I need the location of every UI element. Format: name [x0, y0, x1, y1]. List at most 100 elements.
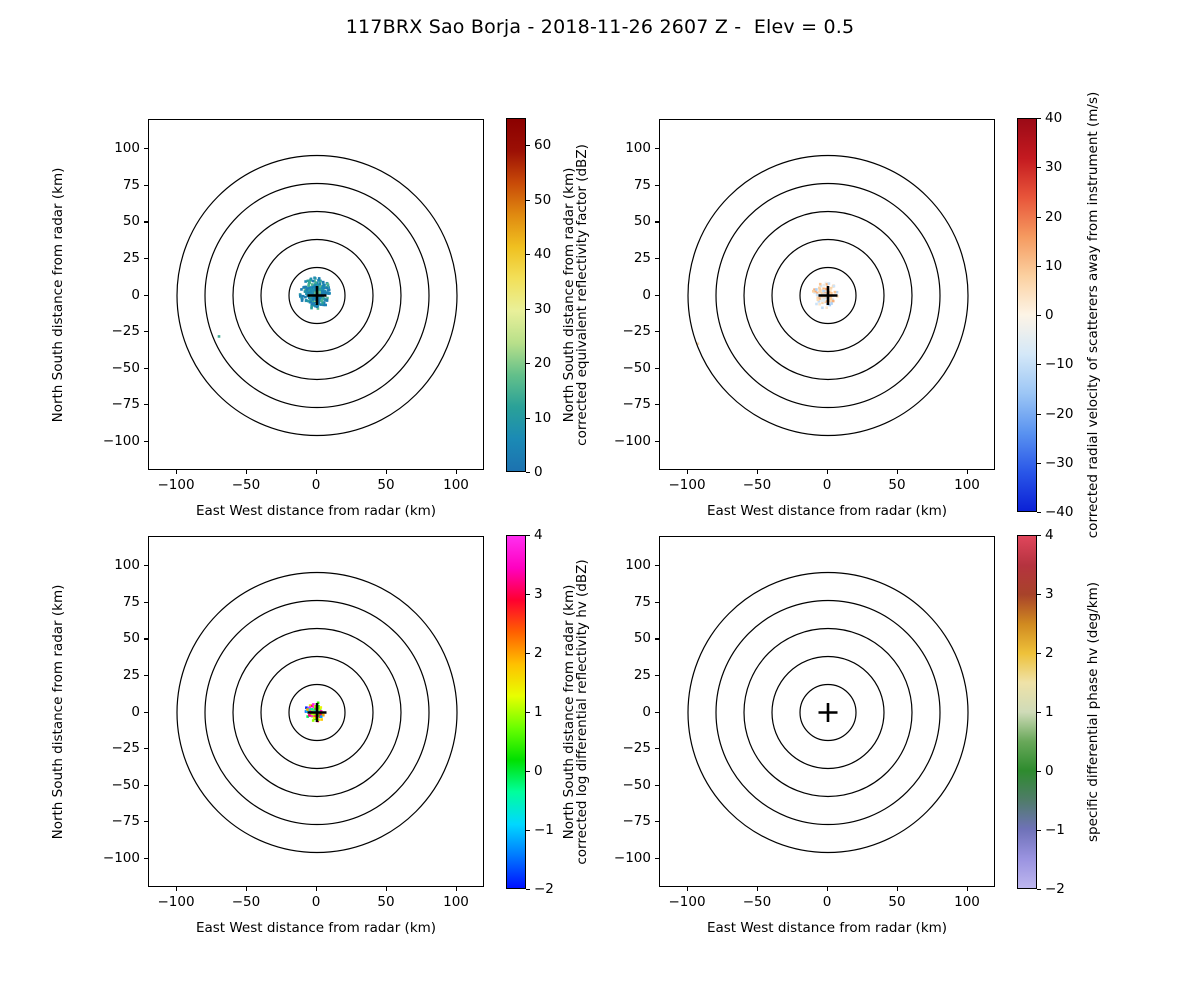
- colorbar-tick-label: 1: [534, 704, 543, 720]
- range-ring-100km: [176, 154, 458, 437]
- y-axis-label: North South distance from radar (km): [50, 584, 66, 839]
- data-point: [313, 712, 317, 716]
- data-point: [825, 306, 828, 309]
- ytick: [655, 294, 659, 296]
- data-point: [305, 709, 309, 713]
- data-point: [317, 706, 320, 710]
- range-ring-80km: [204, 182, 430, 409]
- data-point: [829, 286, 833, 290]
- colorbar-tick: [1037, 830, 1041, 832]
- range-ring-100km: [687, 571, 969, 854]
- data-point: [317, 279, 320, 282]
- ytick-label: −100: [102, 432, 140, 449]
- xtick: [456, 887, 458, 891]
- data-point: [327, 292, 330, 295]
- axes-velocity: [659, 119, 995, 470]
- ytick: [655, 821, 659, 823]
- ytick-label: 50: [122, 630, 140, 647]
- plot-canvas-velocity: [687, 154, 969, 437]
- data-point: [829, 289, 832, 293]
- xtick-label: 0: [822, 477, 832, 493]
- xtick-label: 0: [311, 477, 321, 493]
- ytick: [144, 294, 148, 296]
- data-point: [829, 299, 832, 302]
- data-point: [313, 279, 316, 283]
- colorbar-tick-label: 10: [534, 409, 552, 426]
- ytick: [655, 857, 659, 859]
- data-point: [318, 299, 322, 302]
- range-ring-60km: [743, 210, 913, 381]
- x-axis-label: East West distance from radar (km): [195, 920, 437, 936]
- colorbar-tick: [1037, 889, 1041, 891]
- ytick: [144, 184, 148, 186]
- ytick: [144, 331, 148, 333]
- ytick: [144, 440, 148, 442]
- data-point: [816, 296, 820, 299]
- data-point: [322, 713, 325, 717]
- data-point: [318, 282, 322, 286]
- x-axis-label: East West distance from radar (km): [195, 503, 437, 519]
- colorbar-tick: [1037, 771, 1041, 773]
- xtick: [897, 470, 899, 474]
- colorbar-label-specific_differential_phase: specific differential phase hv (deg/km): [1085, 581, 1101, 843]
- data-point: [305, 288, 309, 291]
- colorbar-tick-label: 2: [1045, 645, 1054, 661]
- range-ring-20km: [799, 683, 857, 742]
- colorbar-tick: [1037, 462, 1041, 464]
- range-ring-80km: [715, 599, 941, 826]
- ytick-label: 50: [122, 213, 140, 230]
- ytick-label: 0: [131, 703, 140, 720]
- colorbar-tick-label: 0: [534, 763, 543, 779]
- xtick-label: 50: [377, 477, 395, 493]
- colorbar-tick-label: 3: [534, 586, 543, 602]
- data-point: [818, 282, 822, 286]
- colorbar-tick-label: −1: [1045, 822, 1065, 838]
- xtick-label: −50: [231, 477, 261, 493]
- data-point: [314, 304, 317, 308]
- colorbar-tick-label: −1: [534, 822, 554, 838]
- xtick: [687, 470, 689, 474]
- data-point: [313, 288, 317, 292]
- ytick: [655, 711, 659, 713]
- data-point: [313, 705, 317, 708]
- xtick-label: 50: [377, 894, 395, 910]
- xtick: [967, 887, 969, 891]
- colorbar-tick: [526, 535, 530, 537]
- data-point: [305, 706, 308, 710]
- data-point: [818, 286, 821, 290]
- xtick-label: 0: [311, 894, 321, 910]
- range-ring-80km: [204, 599, 430, 826]
- colorbar-tick-label: 2: [534, 645, 543, 661]
- colorbar-tick-label: 30: [1045, 159, 1063, 176]
- data-point: [315, 305, 319, 309]
- data-point: [813, 291, 816, 294]
- data-point: [314, 281, 318, 284]
- xtick-label: −100: [157, 477, 195, 493]
- ytick: [655, 221, 659, 223]
- data-point: [822, 296, 826, 299]
- data-point: [325, 298, 329, 302]
- data-point: [310, 704, 314, 708]
- data-point: [304, 299, 308, 302]
- range-ring-40km: [260, 238, 374, 353]
- ytick-label: −50: [111, 359, 141, 376]
- data-point: [301, 297, 304, 301]
- ytick-label: −25: [622, 740, 652, 757]
- data-point: [817, 300, 821, 303]
- ytick: [655, 674, 659, 677]
- data-point: [321, 301, 324, 305]
- ytick-label: 75: [633, 593, 651, 610]
- ytick-label: 25: [633, 249, 651, 266]
- colorbar-tick: [526, 594, 530, 596]
- xtick: [176, 887, 178, 891]
- xtick: [967, 470, 969, 474]
- data-point: [833, 290, 837, 294]
- data-point: [311, 292, 315, 296]
- xtick: [386, 470, 388, 474]
- data-point: [824, 281, 828, 285]
- data-point: [299, 294, 302, 298]
- data-point: [314, 707, 317, 711]
- ytick-label: 25: [633, 666, 651, 683]
- ytick: [655, 257, 659, 260]
